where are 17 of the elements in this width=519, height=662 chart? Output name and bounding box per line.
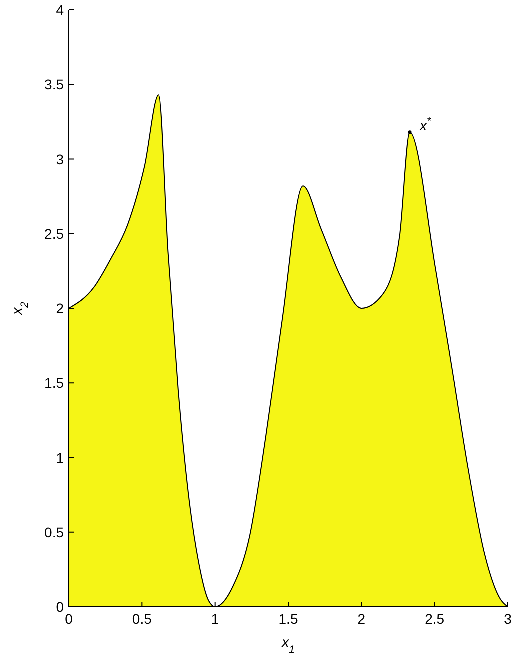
- x-tick-label: 1: [211, 611, 220, 627]
- y-tick-label: 4: [56, 2, 64, 18]
- x-tick-label: 1.5: [278, 611, 298, 627]
- y-tick-label: 2.5: [44, 226, 64, 242]
- x-tick-label: 0.5: [132, 611, 152, 627]
- x-tick-label: 2.5: [425, 611, 445, 627]
- x-tick-label: 3: [504, 611, 512, 627]
- y-tick-label: 1: [56, 450, 64, 466]
- y-tick-label: 0: [56, 599, 64, 615]
- annotation: x$^{*}$: [418, 115, 432, 134]
- x-tick-label: 2: [358, 611, 366, 627]
- y-tick-label: 0.5: [44, 524, 64, 540]
- y-tick-label: 1.5: [44, 375, 64, 392]
- y-tick-label: 3.5: [44, 76, 64, 93]
- y-tick-label: 2: [56, 300, 64, 316]
- x-axis-title: x$_{1}$: [281, 634, 295, 656]
- y-tick-label: 3: [56, 151, 64, 168]
